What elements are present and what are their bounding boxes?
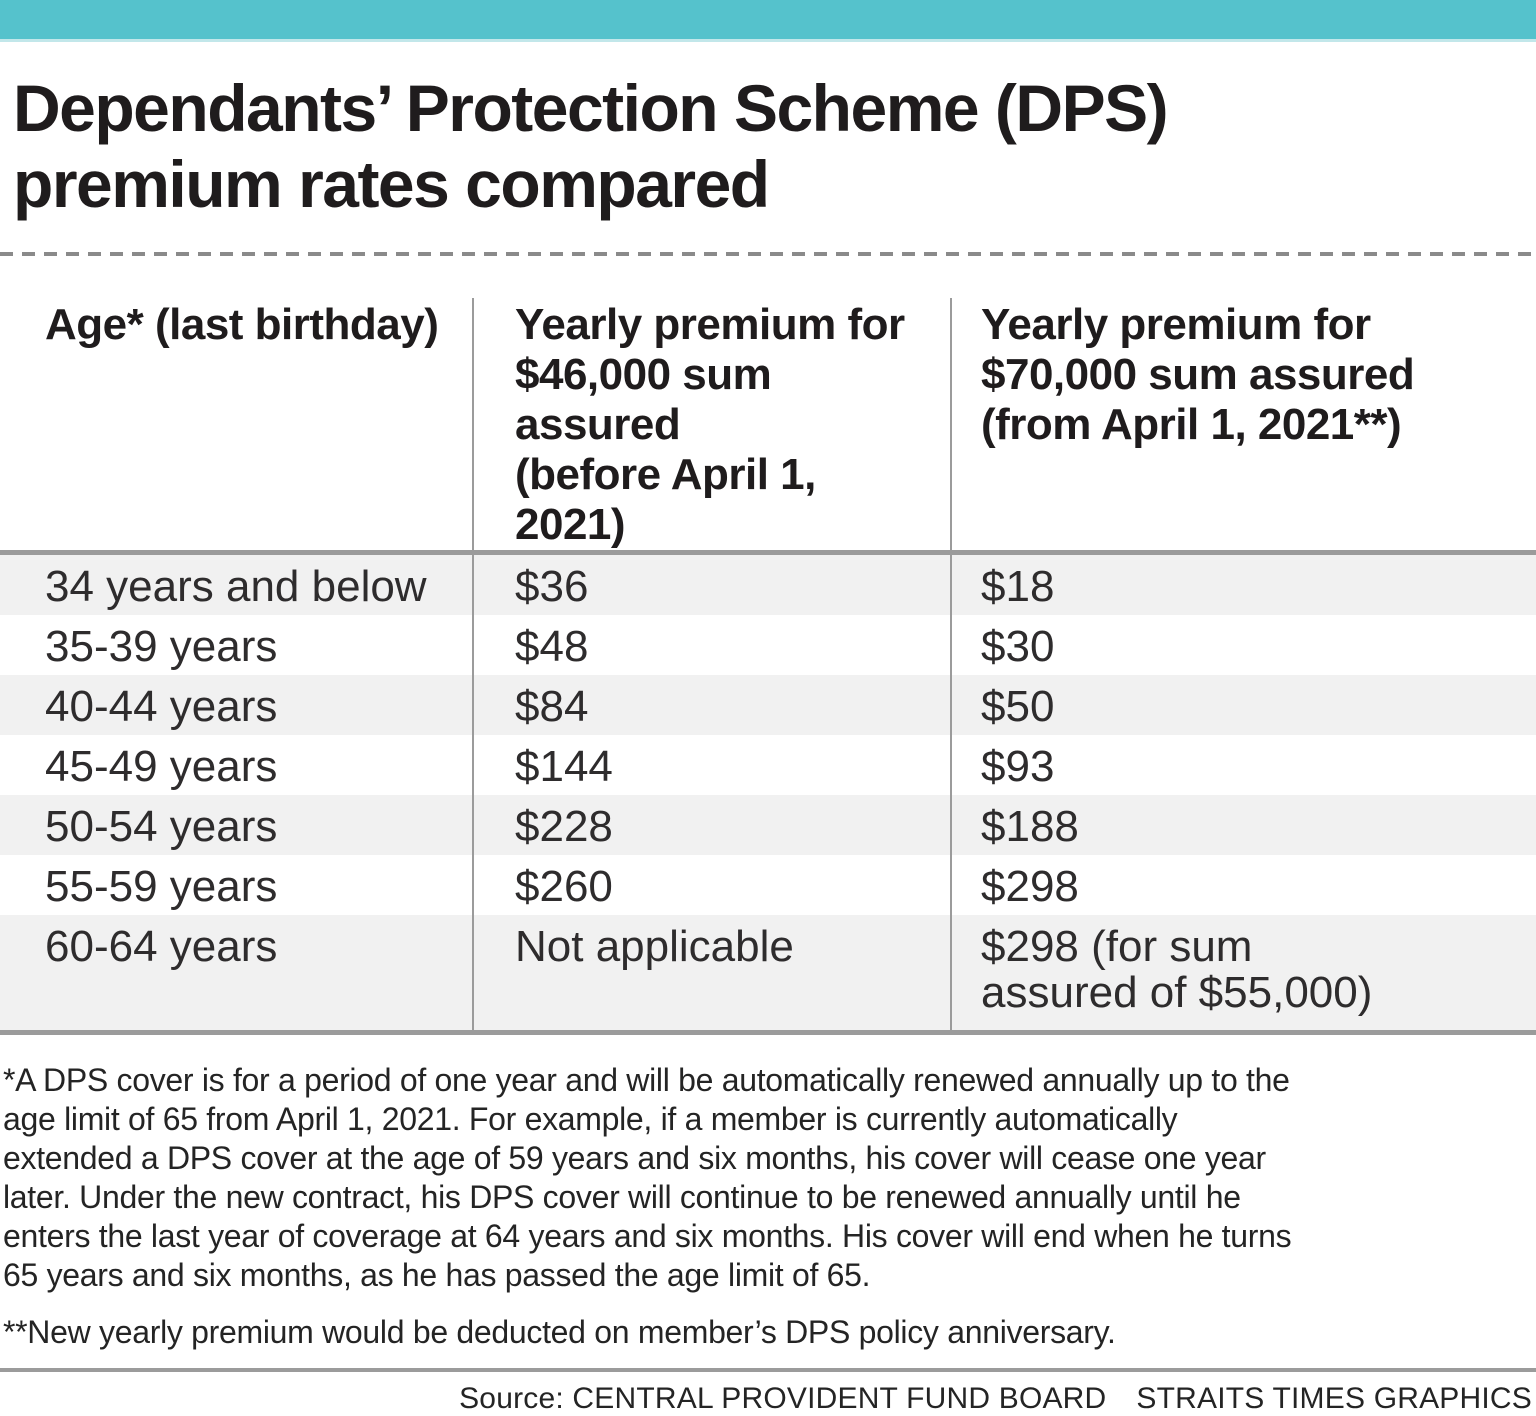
table-row: 34 years and below $36 $18 <box>0 555 1536 615</box>
column-header-age: Age* (last birthday) <box>45 300 439 349</box>
premium-46000-cell: $228 <box>472 795 950 855</box>
table-body: 34 years and below $36 $18 35-39 years $… <box>0 555 1536 1035</box>
premium-70000-cell: $18 <box>950 555 1536 615</box>
age-cell: 35-39 years <box>45 622 278 671</box>
page-title: Dependants’ Protection Scheme (DPS) prem… <box>13 71 1169 221</box>
premium-rates-table: Age* (last birthday) Yearly premium for … <box>0 298 1536 1035</box>
premium-46000-cell: $144 <box>472 735 950 795</box>
column-header-premium-70000: Yearly premium for $70,000 sum assured (… <box>950 298 1536 550</box>
premium-70000-cell: $93 <box>950 735 1536 795</box>
source-line: Source: CENTRAL PROVIDENT FUND BOARD STRA… <box>0 1372 1536 1416</box>
age-cell: 40-44 years <box>45 682 278 731</box>
age-cell: 34 years and below <box>45 562 427 611</box>
graphics-credit: STRAITS TIMES GRAPHICS <box>1136 1382 1532 1415</box>
premium-46000-cell: $48 <box>472 615 950 675</box>
premium-70000-cell: $298 <box>950 855 1536 915</box>
top-accent-bar <box>0 0 1536 42</box>
table-row: 55-59 years $260 $298 <box>0 855 1536 915</box>
table-row: 45-49 years $144 $93 <box>0 735 1536 795</box>
footnote-double-asterisk: **New yearly premium would be deducted o… <box>3 1314 1116 1350</box>
premium-46000-cell: $84 <box>472 675 950 735</box>
premium-70000-cell: $298 (for sum assured of $55,000) <box>950 915 1536 1030</box>
age-cell: 50-54 years <box>45 802 278 851</box>
footnotes-section: *A DPS cover is for a period of one year… <box>3 1061 1528 1352</box>
premium-46000-cell: $36 <box>472 555 950 615</box>
premium-46000-cell: $260 <box>472 855 950 915</box>
table-row: 50-54 years $228 $188 <box>0 795 1536 855</box>
premium-46000-cell: Not applicable <box>472 915 950 1030</box>
table-header-row: Age* (last birthday) Yearly premium for … <box>0 298 1536 555</box>
premium-70000-cell: $30 <box>950 615 1536 675</box>
age-cell: 60-64 years <box>45 922 278 971</box>
age-cell: 45-49 years <box>45 742 278 791</box>
table-row: 35-39 years $48 $30 <box>0 615 1536 675</box>
column-header-premium-46000: Yearly premium for $46,000 sum assured (… <box>472 298 950 550</box>
premium-70000-cell: $188 <box>950 795 1536 855</box>
footnote-single-asterisk: *A DPS cover is for a period of one year… <box>3 1062 1292 1293</box>
dashed-divider <box>0 252 1536 256</box>
table-row: 60-64 years Not applicable $298 (for sum… <box>0 915 1536 1030</box>
table-row: 40-44 years $84 $50 <box>0 675 1536 735</box>
premium-70000-cell: $50 <box>950 675 1536 735</box>
age-cell: 55-59 years <box>45 862 278 911</box>
source-label: Source: CENTRAL PROVIDENT FUND BOARD <box>459 1382 1107 1415</box>
